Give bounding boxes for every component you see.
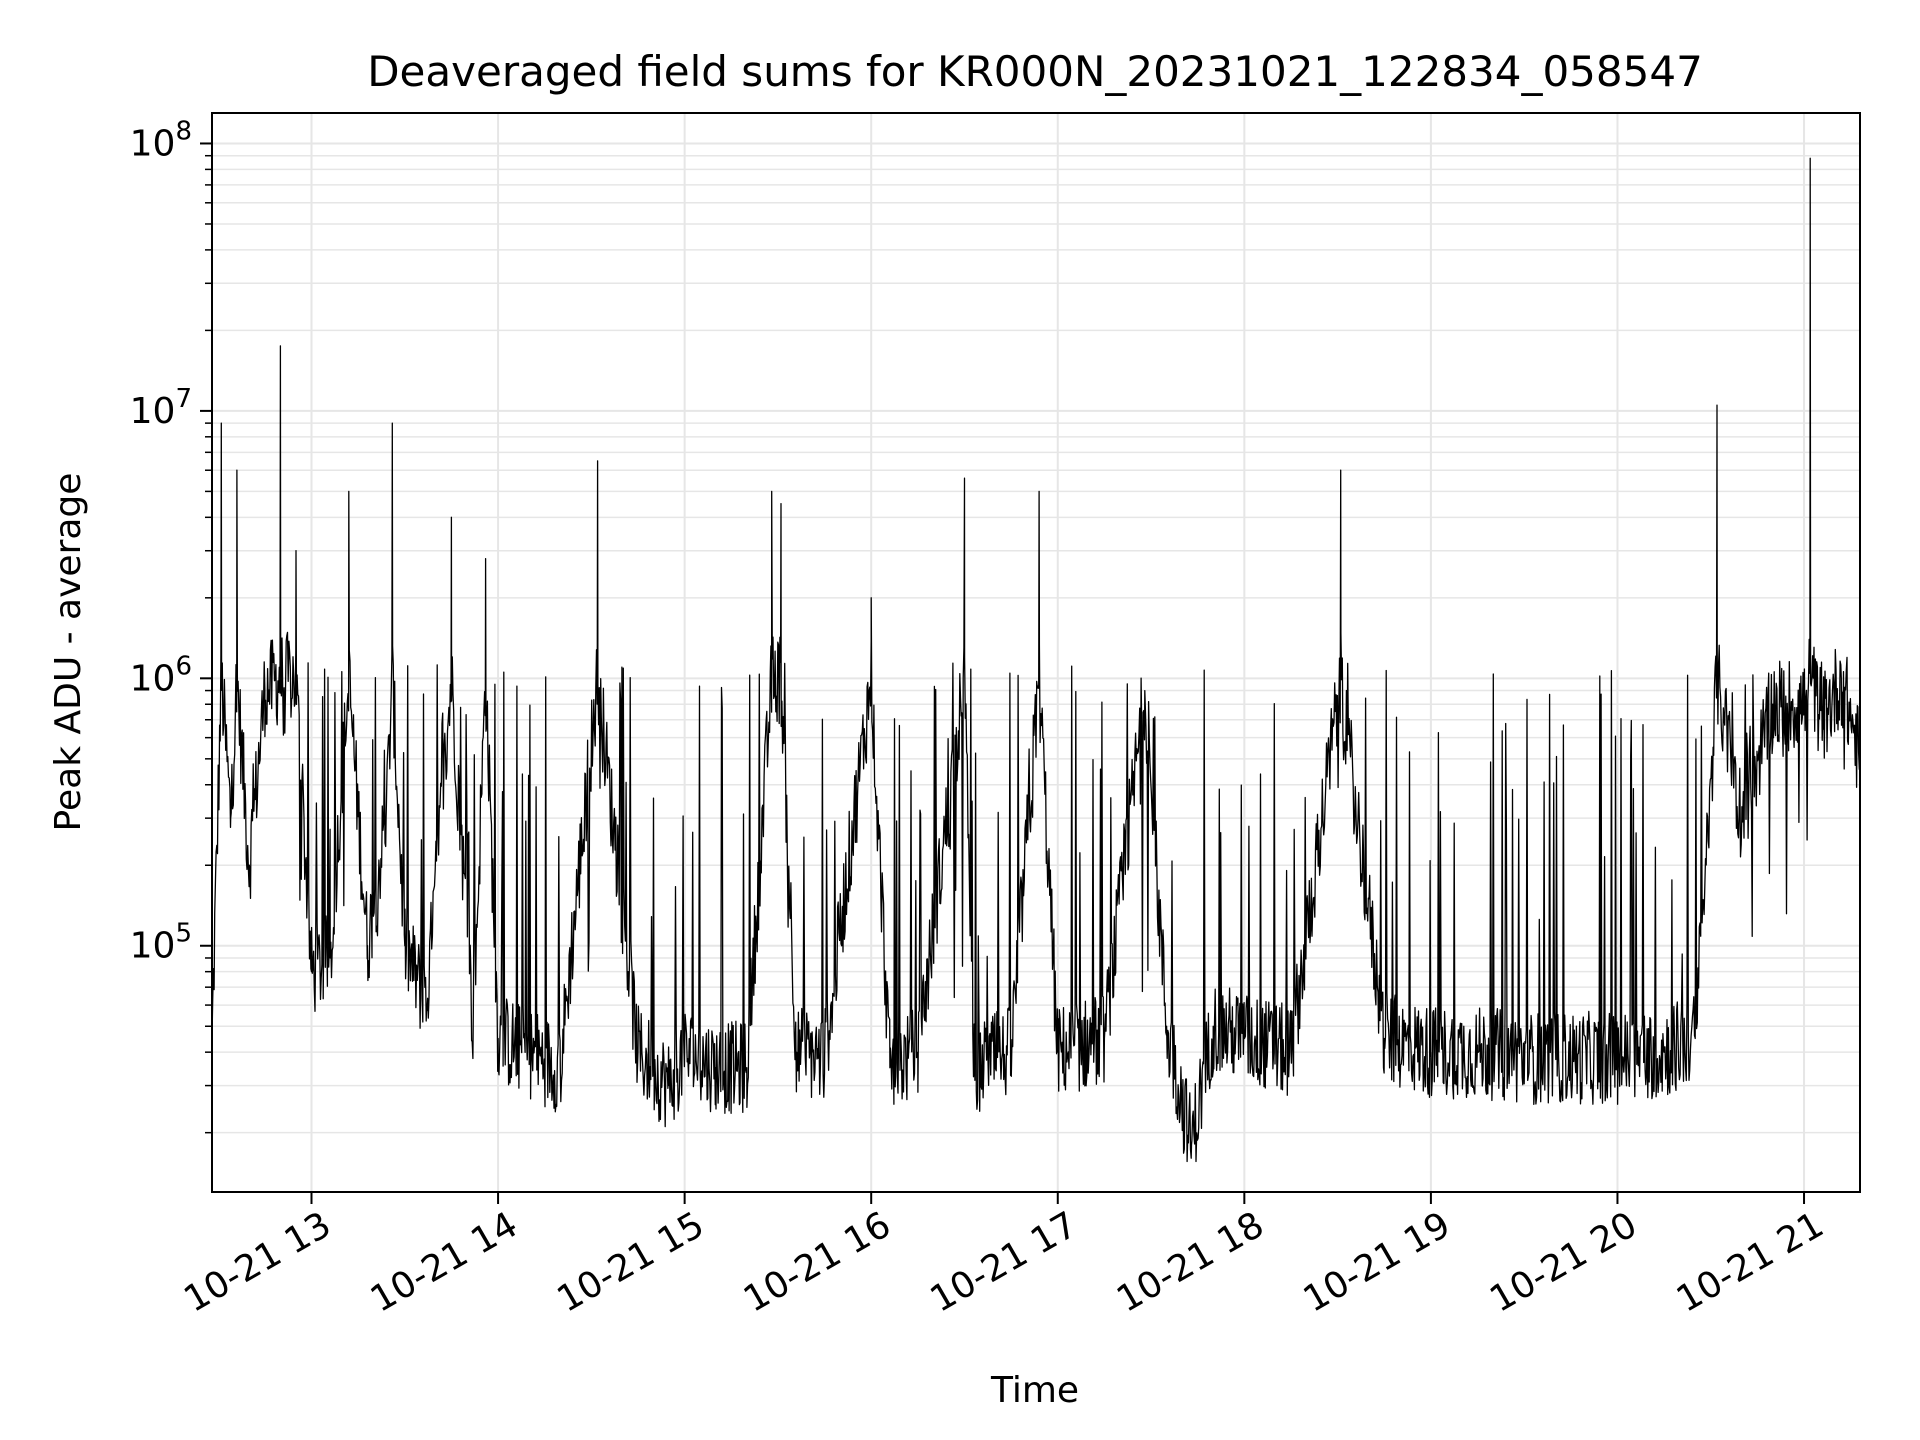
y-tick-label: 105 xyxy=(130,919,192,967)
plot-frame xyxy=(211,112,1861,1193)
y-tick-label: 108 xyxy=(130,116,192,164)
data-series-line xyxy=(211,157,1861,1163)
y-tick-label: 107 xyxy=(130,384,192,432)
x-axis-label: Time xyxy=(990,1370,1079,1411)
grid xyxy=(212,113,1860,1192)
data-area xyxy=(211,157,1861,1163)
chart-title: Deaveraged field sums for KR000N_2023102… xyxy=(367,47,1703,96)
y-axis: 105 106 107 108 xyxy=(130,116,212,1134)
y-tick-label: 106 xyxy=(130,651,192,699)
y-axis-label: Peak ADU - average xyxy=(48,473,89,832)
